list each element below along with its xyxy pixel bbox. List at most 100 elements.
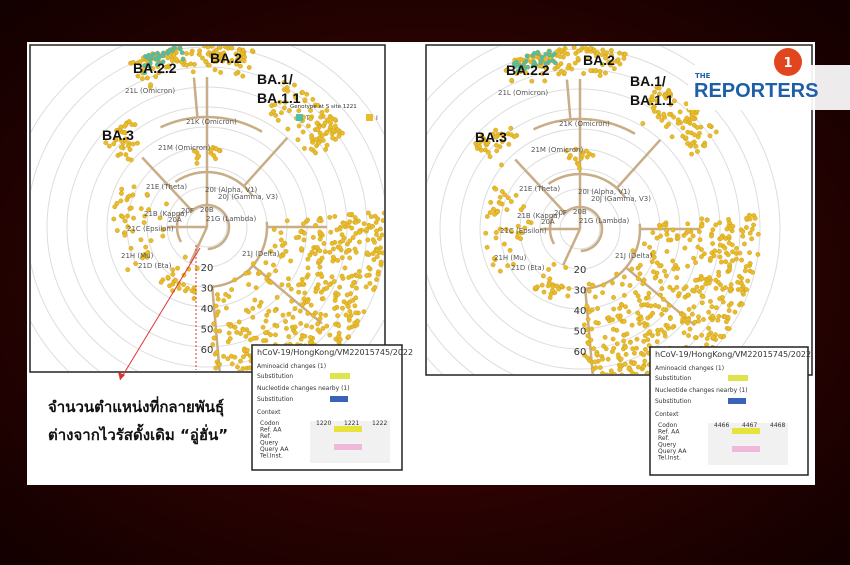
aa-chip: [728, 375, 748, 381]
ring-label: 20: [201, 263, 214, 274]
arrow: [119, 247, 201, 381]
sequence-dot: [328, 120, 334, 126]
sequence-dot: [165, 274, 171, 280]
sequence-dot: [695, 244, 701, 250]
sequence-dot: [504, 207, 510, 213]
highlight: [732, 446, 760, 452]
sequence-dot: [523, 70, 529, 76]
sequence-dot: [635, 364, 641, 370]
sequence-dot: [167, 48, 172, 54]
sequence-dot: [375, 272, 381, 277]
sequence-dot: [487, 210, 493, 215]
sequence-dot: [683, 135, 689, 141]
clade-label: 21C (Epsilon): [500, 227, 547, 235]
sequence-dot: [699, 247, 704, 252]
sequence-dot: [243, 334, 249, 339]
sequence-dot: [621, 292, 627, 298]
sequence-dot: [611, 295, 616, 300]
sequence-dot: [273, 268, 279, 274]
sequence-dot: [299, 246, 304, 252]
sequence-dot: [312, 251, 318, 257]
sequence-dot: [699, 254, 704, 260]
sequence-dot: [370, 237, 376, 243]
sequence-dot: [374, 254, 380, 260]
sequence-dot: [317, 229, 323, 235]
branch-arc: [585, 223, 642, 291]
clade-label: 20J (Gamma, V3): [591, 195, 651, 203]
sequence-dot: [217, 328, 223, 334]
sequence-dot: [214, 292, 220, 297]
sequence-dot: [282, 99, 288, 105]
sequence-dot: [547, 276, 553, 282]
sequence-dot: [550, 283, 556, 289]
sequence-dot: [484, 244, 490, 250]
sequence-dot: [346, 334, 351, 340]
sequence-dot: [203, 59, 209, 65]
sequence-dot: [585, 316, 591, 322]
sequence-dot: [719, 295, 725, 300]
sequence-dot: [289, 298, 295, 304]
branch: [192, 77, 199, 118]
sequence-dot: [375, 216, 381, 222]
sequence-dot: [125, 224, 131, 230]
sequence-dot: [726, 308, 732, 313]
sequence-dot: [518, 207, 524, 213]
sequence-dot: [241, 327, 246, 332]
sequence-dot: [227, 336, 233, 342]
aa-chip: [330, 373, 350, 379]
sequence-dot: [684, 115, 690, 121]
sequence-dot: [144, 254, 150, 260]
sequence-dot: [587, 151, 592, 157]
sequence-dot: [324, 285, 330, 291]
ring-label: 20: [574, 265, 587, 276]
sequence-dot: [586, 288, 592, 294]
sequence-dot: [313, 222, 318, 228]
sequence-dot: [281, 79, 287, 85]
sequence-dot: [111, 141, 117, 147]
sequence-dot: [258, 299, 264, 305]
sequence-dot: [278, 237, 284, 243]
sequence-dot: [593, 365, 599, 371]
sequence-dot: [332, 306, 337, 311]
sequence-dot: [726, 326, 732, 332]
sequence-dot: [659, 311, 665, 317]
sequence-dot: [144, 191, 150, 197]
sequence-dot: [301, 237, 307, 243]
sequence-dot: [648, 313, 653, 319]
sequence-dot: [556, 286, 562, 292]
sequence-dot: [710, 334, 716, 340]
sequence-dot: [177, 46, 183, 52]
sequence-dot: [246, 330, 252, 336]
sequence-dot: [114, 228, 120, 233]
sequence-dot: [118, 151, 124, 157]
sequence-dot: [744, 287, 749, 293]
sequence-dot: [683, 284, 689, 290]
branch-arc: [189, 203, 231, 251]
ring-label: 50: [201, 325, 214, 336]
sequence-dot: [123, 152, 129, 157]
sequence-dot: [642, 241, 647, 247]
sequence-dot: [727, 286, 733, 292]
sequence-dot: [123, 122, 129, 128]
sequence-dot: [599, 52, 605, 58]
sequence-dot: [661, 296, 666, 302]
sequence-dot: [651, 269, 656, 275]
sequence-dot: [509, 77, 515, 83]
sequence-dot: [160, 227, 166, 233]
sequence-dot: [486, 149, 491, 155]
sequence-dot: [635, 276, 641, 282]
sequence-dot: [128, 205, 134, 211]
sequence-dot: [697, 289, 702, 294]
codon: 1221: [344, 420, 359, 427]
sequence-dot: [747, 250, 752, 256]
sequence-dot: [327, 332, 333, 338]
sequence-dot: [339, 255, 345, 261]
sequence-dot: [318, 311, 324, 317]
sequence-dot: [706, 325, 712, 331]
sequence-dot: [722, 245, 728, 251]
sequence-dot: [690, 233, 696, 239]
sequence-dot: [686, 306, 692, 312]
lineage-label: BA.2.2: [506, 62, 550, 78]
sequence-dot: [305, 311, 311, 316]
clade-label: 20B: [200, 206, 214, 214]
